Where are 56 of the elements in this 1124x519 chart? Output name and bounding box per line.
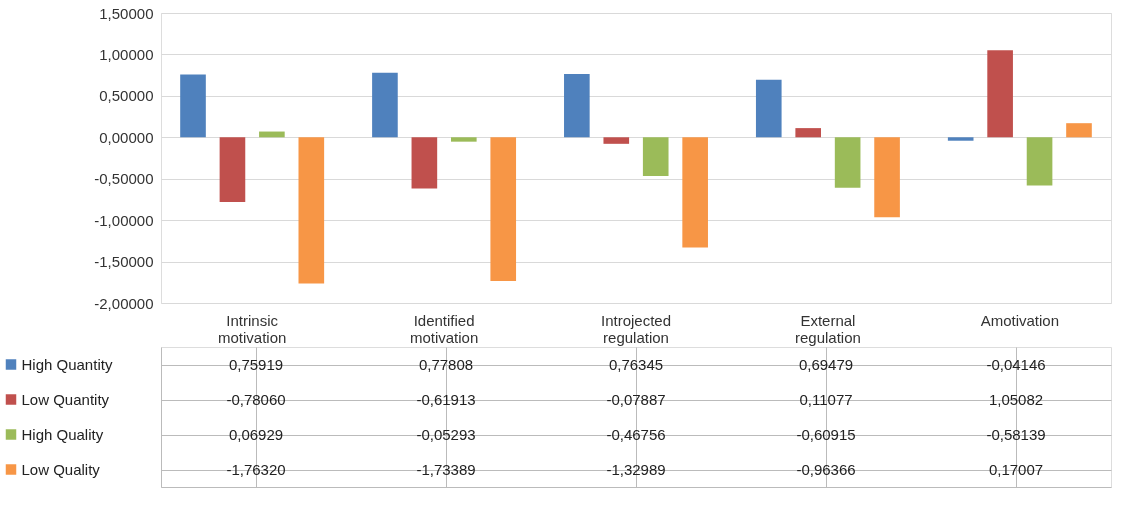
x-tick-label: Introjected regulation: [600, 311, 672, 346]
data-label: -1,76320: [226, 460, 286, 478]
y-tick-label: -0,50000: [94, 170, 154, 188]
y-tick-label: -2,00000: [94, 294, 154, 312]
data-label: -1,32989: [606, 460, 666, 478]
data-label: -0,05293: [416, 425, 476, 443]
bar: [490, 137, 517, 281]
bar: [1066, 123, 1092, 138]
bar: [180, 74, 206, 138]
bar: [1026, 137, 1053, 186]
data-label: -0,96366: [796, 460, 856, 478]
bar: [947, 137, 974, 141]
data-label: -0,07887: [606, 390, 666, 408]
data-label: 0,69479: [798, 355, 854, 373]
bar: [298, 137, 325, 284]
data-label: 1,05082: [988, 390, 1044, 408]
bar: [372, 72, 398, 138]
data-label: 0,76345: [608, 355, 664, 373]
bar: [603, 137, 630, 144]
bar: [411, 137, 438, 189]
bar: [755, 79, 782, 138]
bar: [642, 137, 669, 177]
legend-label: Low Quality: [21, 461, 101, 478]
y-tick-label: 1,00000: [99, 45, 154, 63]
bar: [874, 137, 900, 218]
data-label: -0,61913: [416, 390, 476, 408]
data-label: 0,06929: [228, 425, 284, 443]
data-label: 0,11077: [799, 390, 853, 408]
x-tick-label: Intrinsic motivation: [217, 311, 287, 346]
bar: [219, 137, 246, 202]
bar: [834, 137, 861, 188]
data-label: -0,04146: [986, 355, 1046, 373]
bar: [987, 50, 1013, 138]
x-tick-label: External regulation: [794, 311, 861, 346]
x-tick-label: Amotivation: [980, 311, 1060, 329]
data-label: -0,78060: [226, 390, 286, 408]
data-label: -1,73389: [416, 460, 476, 478]
data-label: 0,75919: [228, 355, 284, 373]
bar: [795, 128, 822, 138]
legend-label: High Quality: [21, 426, 104, 443]
bar: [564, 74, 590, 138]
y-tick-label: -1,50000: [94, 253, 154, 271]
data-label: -0,60915: [796, 425, 856, 443]
data-label: -0,46756: [606, 425, 666, 443]
data-label: 0,77808: [418, 355, 474, 373]
bar: [450, 137, 477, 142]
data-label: 0,17007: [988, 460, 1044, 478]
y-tick-label: 0,00000: [99, 128, 154, 146]
bar: [682, 137, 708, 248]
legend-label: High Quantity: [21, 356, 113, 373]
x-tick-label: Identified motivation: [409, 311, 479, 346]
y-tick-label: -1,00000: [94, 211, 154, 229]
y-tick-label: 0,50000: [99, 87, 154, 105]
data-label: -0,58139: [986, 425, 1046, 443]
y-tick-label: 1,50000: [99, 4, 154, 22]
legend-label: Low Quantity: [21, 391, 110, 408]
